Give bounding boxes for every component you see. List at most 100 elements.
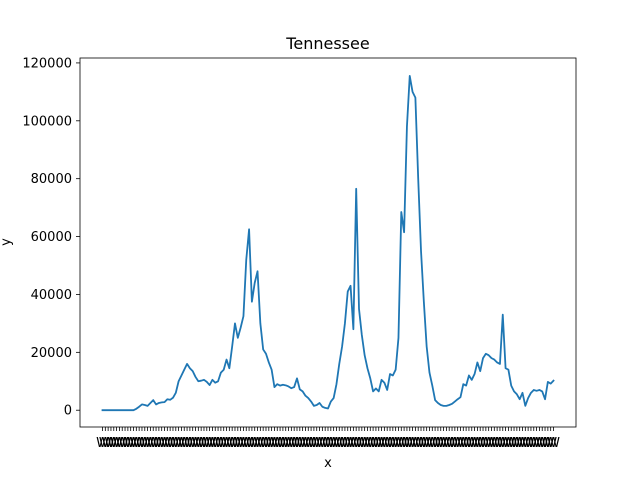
x-tick-label: W [477,436,490,451]
x-tick-label: W [448,436,461,451]
x-tick-label: W [282,436,295,451]
x-tick-label: W [516,436,529,451]
x-tick-label: W [260,436,273,451]
x-tick-label: W [412,436,425,451]
chart-title: Tennessee [285,34,369,53]
x-tick-label: W [336,436,349,451]
x-tick-label: W [322,436,335,451]
x-tick-label: W [276,436,289,451]
x-tick-label: W [319,436,332,451]
x-tick-label: W [167,436,180,451]
y-tick-label: 80000 [31,172,72,187]
x-tick-label: W [499,436,512,451]
x-tick-label: W [155,436,168,451]
x-tick-label: W [257,436,270,451]
x-tick-label: W [158,436,171,451]
x-tick-label: W [454,436,467,451]
x-tick-label: W [358,436,371,451]
x-tick-label: W [398,436,411,451]
x-tick-label: W [426,436,439,451]
x-tick-label: W [386,436,399,451]
x-tick-label: W [443,436,456,451]
x-tick-label: W [181,436,194,451]
x-tick-label: W [395,436,408,451]
x-tick-label: W [229,436,242,451]
x-tick-label: W [150,436,163,451]
x-tick-label: W [406,436,419,451]
x-tick-label: W [316,436,329,451]
x-tick-label: W [429,436,442,451]
x-tick-label: W [291,436,304,451]
x-tick-label: W [437,436,450,451]
x-tick-label: W [539,436,552,451]
x-tick-label: W [212,436,225,451]
x-tick-label: W [330,436,343,451]
x-tick-label: W [465,436,478,451]
x-tick-label: W [164,436,177,451]
x-tick-label: W [482,436,495,451]
x-tick-label: W [288,436,301,451]
x-tick-label: W [541,436,554,451]
x-tick-label: W [468,436,481,451]
x-tick-label: W [209,436,222,451]
x-tick-label: W [121,436,134,451]
x-tick-label: W [510,436,523,451]
x-tick-label: W [463,436,476,451]
x-tick-label: W [479,436,492,451]
x-tick-label: W [107,436,120,451]
x-tick-label: W [268,436,281,451]
x-tick-label: W [451,436,464,451]
x-tick-label: W [432,436,445,451]
x-tick-label: W [353,436,366,451]
x-tick-label: W [206,436,219,451]
x-tick-label: W [119,436,132,451]
x-tick-label: W [124,436,137,451]
x-tick-label: W [361,436,374,451]
x-tick-label: W [271,436,284,451]
x-tick-label: W [169,436,182,451]
x-tick-label: W [381,436,394,451]
x-tick-label: W [248,436,261,451]
x-tick-label: W [147,436,160,451]
y-axis-label: y [0,238,14,246]
x-tick-label: W [243,436,256,451]
x-tick-label: W [522,436,535,451]
x-tick-label: W [400,436,413,451]
y-axis-ticks: 0 20000 40000 60000 80000 100000 120000 [22,56,80,419]
y-tick-label: 40000 [31,288,72,303]
x-tick-label: W [367,436,380,451]
x-tick-label: W [296,436,309,451]
x-tick-label: W [251,436,264,451]
x-tick-label: W [423,436,436,451]
x-tick-label: W [136,436,149,451]
x-tick-label: W [127,436,140,451]
x-tick-label: W [417,436,430,451]
x-tick-label: W [214,436,227,451]
x-tick-label: W [502,436,515,451]
x-tick-label: W [494,436,507,451]
x-tick-label: W [527,436,540,451]
series-line [101,75,555,412]
x-tick-label: W [420,436,433,451]
x-tick-label: W [293,436,306,451]
x-tick-label: W [307,436,320,451]
x-tick-label: W [200,436,213,451]
y-tick-label: 20000 [31,346,72,361]
x-axis-ticks: WWWWWWWWWWWWWWWWWWWWWWWWWWWWWWWWWWWWWWWW… [96,427,560,451]
x-tick-label: W [375,436,388,451]
x-tick-label: W [525,436,538,451]
x-tick-label: W [491,436,504,451]
x-tick-label: W [372,436,385,451]
x-tick-label: W [99,436,112,451]
x-tick-label: W [324,436,337,451]
x-tick-label: W [488,436,501,451]
x-tick-label: W [220,436,233,451]
y-tick-label: 120000 [22,56,72,71]
x-tick-label: W [446,436,459,451]
x-tick-label: W [355,436,368,451]
x-tick-label: W [254,436,267,451]
x-tick-label: W [536,436,549,451]
y-tick-label: 60000 [31,230,72,245]
x-tick-label: W [344,436,357,451]
x-axis-label: x [324,456,332,471]
